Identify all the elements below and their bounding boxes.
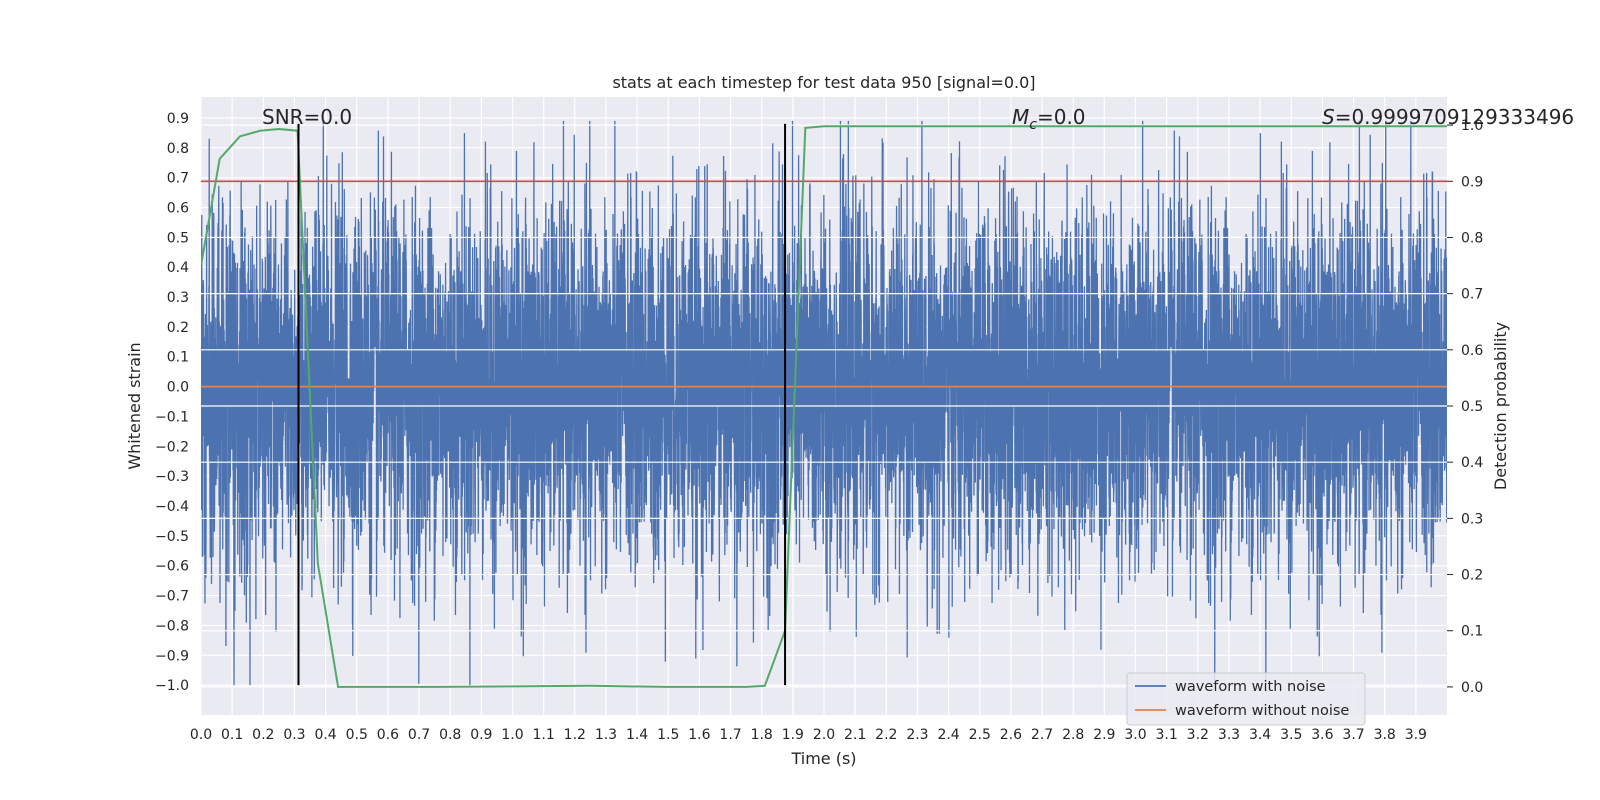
y-tick-label: 0.0	[167, 380, 189, 396]
x-tick-label: 0.2	[252, 727, 274, 743]
y-tick-label: 0.4	[167, 260, 189, 276]
x-tick-label: 2.4	[937, 727, 959, 743]
y-tick-label: 0.7	[167, 171, 189, 187]
y-tick-label: 0.5	[167, 230, 189, 246]
y-axis-label: Whitened strain	[125, 342, 144, 469]
series-detection-probability	[201, 125, 1447, 688]
x-tick-label: 3.0	[1124, 727, 1146, 743]
legend-box	[1126, 672, 1366, 726]
x-tick-label: 2.7	[1031, 727, 1053, 743]
x-tick-label: 3.1	[1156, 727, 1178, 743]
y-right-tick-label: 0.7	[1461, 287, 1483, 303]
x-tick-label: 3.3	[1218, 727, 1240, 743]
y-right-tick-label: 0.9	[1461, 174, 1483, 190]
y-right-tick-label: 1.0	[1461, 118, 1483, 134]
y-tick-label: 0.3	[167, 290, 189, 306]
x-axis-label: Time (s)	[790, 749, 856, 768]
x-tick-label: 1.3	[595, 727, 617, 743]
vertical-markers	[297, 123, 787, 686]
y-right-tick-label: 0.6	[1461, 343, 1483, 359]
x-tick-label: 3.4	[1249, 727, 1271, 743]
x-tick-label: 0.4	[314, 727, 336, 743]
y-axis-ticks: 0.9 0.8 0.7 0.6 0.5 0.4 0.3 0.2 0.1 0.0 −0.1 −0.2 −0…	[155, 111, 189, 694]
x-tick-label: 3.2	[1187, 727, 1209, 743]
y-right-tick-label: 0.5	[1461, 399, 1483, 415]
x-tick-label: 1.9	[782, 727, 804, 743]
y-right-tick-label: 0.8	[1461, 230, 1483, 246]
y-tick-label: −0.2	[155, 439, 189, 455]
x-tick-label: 2.0	[813, 727, 835, 743]
chirp-mass-annotation: Mc=0.0	[1012, 105, 1086, 133]
x-tick-label: 1.2	[564, 727, 586, 743]
x-tick-label: 2.2	[875, 727, 897, 743]
x-tick-label: 2.6	[1000, 727, 1022, 743]
x-tick-label: 2.3	[906, 727, 928, 743]
x-tick-label: 2.9	[1093, 727, 1115, 743]
x-tick-label: 0.9	[470, 727, 492, 743]
y-tick-label: 0.9	[167, 111, 189, 127]
legend-label-waveform-without-noise: waveform without noise	[1175, 703, 1349, 719]
y-tick-label: −0.1	[155, 409, 189, 425]
x-tick-label: 1.8	[751, 727, 773, 743]
x-tick-label: 1.4	[626, 727, 648, 743]
x-tick-label: 2.8	[1062, 727, 1084, 743]
y-tick-label: 0.2	[167, 320, 189, 336]
y-right-tick-label: 0.3	[1461, 511, 1483, 527]
y-tick-label: −1.0	[155, 678, 189, 694]
y-tick-label: −0.5	[155, 529, 189, 545]
x-tick-label: 3.5	[1280, 727, 1302, 743]
score-annotation: S=0.9999709129333496	[1322, 105, 1574, 129]
x-tick-label: 0.0	[190, 727, 212, 743]
y-tick-label: −0.6	[155, 559, 189, 575]
x-tick-label: 3.7	[1342, 727, 1364, 743]
y-tick-label: −0.9	[155, 648, 189, 664]
x-axis-ticks: 0.0 0.1 0.2 0.3 0.4 0.5 0.6 0.7 0.8 0.9 1.0 1.1 1.2 1…	[190, 727, 1427, 743]
y-tick-label: −0.3	[155, 469, 189, 485]
x-tick-label: 1.7	[719, 727, 741, 743]
y-right-tick-label: 0.0	[1461, 680, 1483, 696]
y-tick-label: 0.6	[167, 200, 189, 216]
right-axis-grid	[201, 124, 1447, 688]
x-tick-label: 3.6	[1311, 727, 1333, 743]
x-tick-label: 1.5	[657, 727, 679, 743]
x-tick-label: 0.5	[346, 727, 368, 743]
y-right-tick-label: 0.1	[1461, 624, 1483, 640]
y-tick-label: 0.8	[167, 141, 189, 157]
x-tick-label: 0.7	[408, 727, 430, 743]
x-tick-label: 0.3	[283, 727, 305, 743]
legend: waveform with noise waveform without noi…	[1126, 672, 1366, 726]
y-right-axis-label: Detection probability	[1491, 322, 1510, 490]
y-tick-label: −0.7	[155, 589, 189, 605]
x-tick-label: 1.0	[501, 727, 523, 743]
y-tick-label: −0.8	[155, 618, 189, 634]
x-tick-label: 2.5	[969, 727, 991, 743]
x-tick-label: 3.8	[1374, 727, 1396, 743]
x-tick-label: 0.1	[221, 727, 243, 743]
snr-annotation: SNR=0.0	[262, 105, 352, 129]
x-tick-label: 3.9	[1405, 727, 1427, 743]
chart-title: stats at each timestep for test data 950…	[612, 73, 1035, 92]
x-tick-label: 0.8	[439, 727, 461, 743]
legend-label-waveform-with-noise: waveform with noise	[1175, 679, 1326, 695]
x-tick-label: 0.6	[377, 727, 399, 743]
x-tick-label: 1.1	[533, 727, 555, 743]
x-tick-label: 1.6	[688, 727, 710, 743]
y-right-tick-label: 0.2	[1461, 568, 1483, 584]
y-tick-label: −0.4	[155, 499, 189, 515]
y-right-tick-label: 0.4	[1461, 455, 1483, 471]
y-tick-label: 0.1	[167, 350, 189, 366]
y-right-axis-ticks: 1.0 0.9 0.8 0.7 0.6 0.5 0.4 0.3 0.2 0.1 0.0	[1447, 118, 1483, 696]
x-tick-label: 2.1	[844, 727, 866, 743]
